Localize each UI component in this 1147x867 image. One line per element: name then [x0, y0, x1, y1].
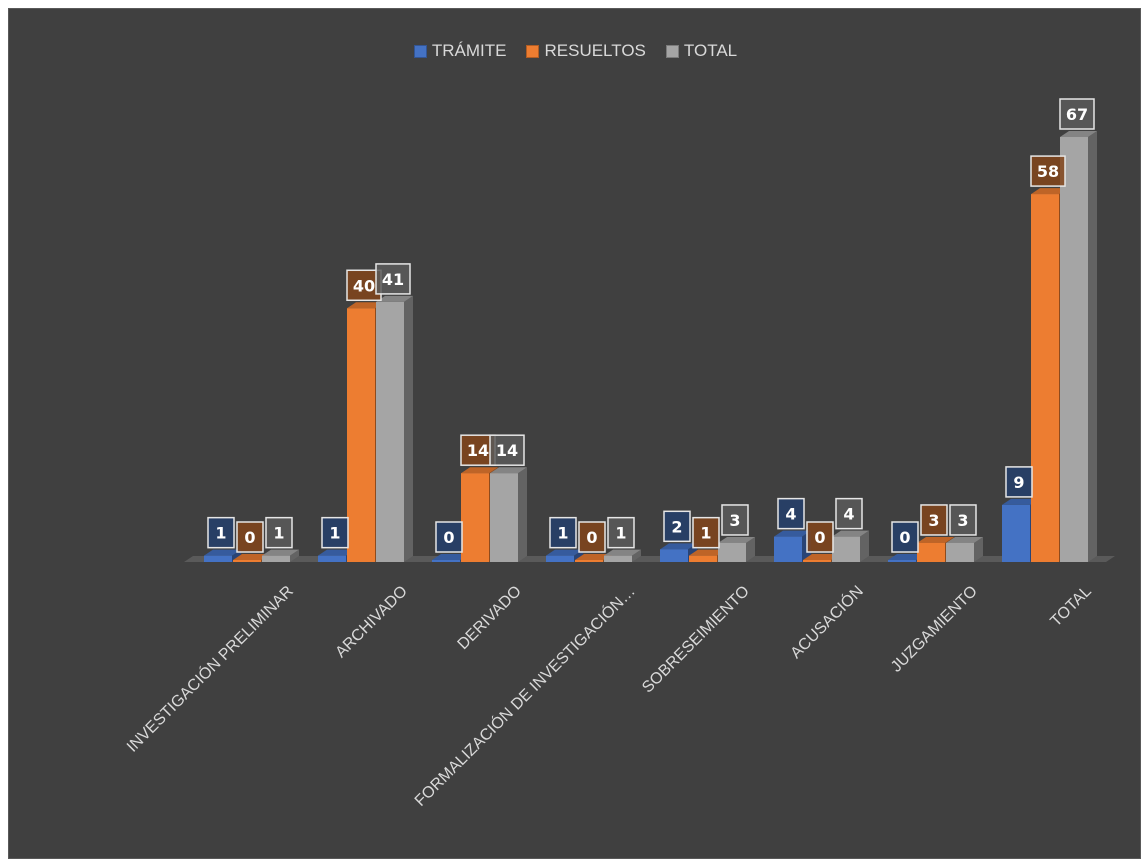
- category-label-investigacion-preliminar: INVESTIGACIÓN PRELIMINAR: [122, 581, 296, 755]
- category-label-total: TOTAL: [1047, 583, 1095, 631]
- data-label-resueltos-juzgamiento: 3: [920, 504, 948, 536]
- legend-swatch-total: [665, 44, 679, 58]
- svg-text:67: 67: [1066, 105, 1088, 124]
- bars-group: [204, 131, 1097, 563]
- legend-label-resueltos: RESUELTOS: [544, 41, 646, 60]
- legend-label-total: TOTAL: [683, 41, 738, 60]
- svg-text:4: 4: [785, 505, 796, 524]
- bar-chart: INVESTIGACIÓN PRELIMINAR ARCHIVADO DERIVAD…: [122, 98, 1115, 810]
- legend-swatch-resueltos: [526, 44, 540, 58]
- data-label-resueltos-acusacion: 0: [806, 521, 834, 553]
- svg-text:14: 14: [467, 441, 489, 460]
- bar-total-total: [1060, 131, 1097, 562]
- data-label-total-archivado: 41: [375, 263, 411, 295]
- data-label-resueltos-total: 58: [1030, 155, 1066, 187]
- svg-text:1: 1: [329, 524, 340, 543]
- svg-text:0: 0: [586, 528, 597, 547]
- category-label-formalizacion-de-investigacion: FORMALIZACIÓN DE INVESTIGACIÓN…: [410, 581, 638, 809]
- svg-text:0: 0: [443, 528, 454, 547]
- chart-area: INVESTIGACIÓN PRELIMINAR ARCHIVADO DERIVAD…: [8, 8, 1141, 859]
- data-label-tramite-total: 9: [1005, 466, 1033, 498]
- svg-text:3: 3: [729, 511, 740, 530]
- svg-text:0: 0: [899, 528, 910, 547]
- svg-text:1: 1: [615, 524, 626, 543]
- data-label-resueltos-sobreseimiento: 1: [692, 516, 720, 549]
- svg-text:0: 0: [244, 528, 255, 547]
- bar-tramite-acusacion: [774, 530, 811, 562]
- data-label-total-total: 67: [1059, 98, 1095, 130]
- data-label-total-formalizacion-de-investigacion: 1: [607, 516, 635, 549]
- data-label-tramite-derivado: 0: [435, 521, 463, 553]
- chart-floor: [184, 556, 1115, 562]
- svg-text:1: 1: [700, 524, 711, 543]
- data-label-resueltos-formalizacion-de-investigacion: 0: [578, 521, 606, 553]
- bar-total-investigacion-preliminar: [262, 549, 299, 562]
- svg-text:2: 2: [671, 517, 682, 536]
- svg-text:1: 1: [557, 524, 568, 543]
- data-label-tramite-acusacion: 4: [777, 497, 805, 530]
- svg-text:14: 14: [496, 441, 518, 460]
- data-label-total-sobreseimiento: 3: [721, 504, 749, 536]
- data-label-total-derivado: 14: [489, 434, 525, 466]
- bar-total-sobreseimiento: [718, 536, 755, 562]
- bar-total-archivado: [376, 295, 413, 562]
- data-label-total-acusacion: 4: [835, 497, 863, 530]
- data-label-tramite-archivado: 1: [321, 516, 349, 549]
- bar-total-juzgamiento: [946, 536, 983, 562]
- bar-total-derivado: [490, 467, 527, 562]
- legend: TRÁMITE RESUELTOS TOTAL: [9, 39, 1142, 63]
- data-label-tramite-formalizacion-de-investigacion: 1: [549, 516, 577, 549]
- category-label-derivado: DERIVADO: [455, 583, 525, 653]
- svg-text:9: 9: [1013, 473, 1024, 492]
- svg-text:40: 40: [353, 276, 375, 295]
- category-label-acusacion: ACUSACIÓN: [786, 581, 867, 662]
- data-label-resueltos-investigacion-preliminar: 0: [236, 521, 264, 553]
- svg-text:3: 3: [928, 511, 939, 530]
- category-label-archivado: ARCHIVADO: [332, 583, 410, 661]
- data-label-tramite-juzgamiento: 0: [891, 521, 919, 553]
- svg-text:58: 58: [1037, 162, 1059, 181]
- svg-text:0: 0: [814, 528, 825, 547]
- svg-text:1: 1: [215, 524, 226, 543]
- data-label-total-investigacion-preliminar: 1: [265, 516, 293, 549]
- legend-swatch-tramite: [413, 44, 427, 58]
- legend-item-tramite: TRÁMITE: [413, 41, 507, 61]
- svg-text:41: 41: [382, 270, 404, 289]
- category-label-sobreseimiento: SOBRESEIMIENTO: [639, 583, 753, 697]
- category-label-juzgamiento: JUZGAMIENTO: [888, 583, 981, 676]
- data-label-tramite-sobreseimiento: 2: [663, 510, 691, 543]
- bar-total-acusacion: [832, 530, 869, 562]
- svg-text:4: 4: [843, 505, 854, 524]
- data-label-total-juzgamiento: 3: [949, 504, 977, 536]
- svg-text:1: 1: [273, 524, 284, 543]
- svg-text:3: 3: [957, 511, 968, 530]
- legend-label-tramite: TRÁMITE: [431, 41, 507, 60]
- legend-item-total: TOTAL: [665, 41, 738, 61]
- legend-item-resueltos: RESUELTOS: [526, 41, 646, 61]
- bar-total-formalizacion-de-investigacion: [604, 549, 641, 562]
- data-label-tramite-investigacion-preliminar: 1: [207, 516, 235, 549]
